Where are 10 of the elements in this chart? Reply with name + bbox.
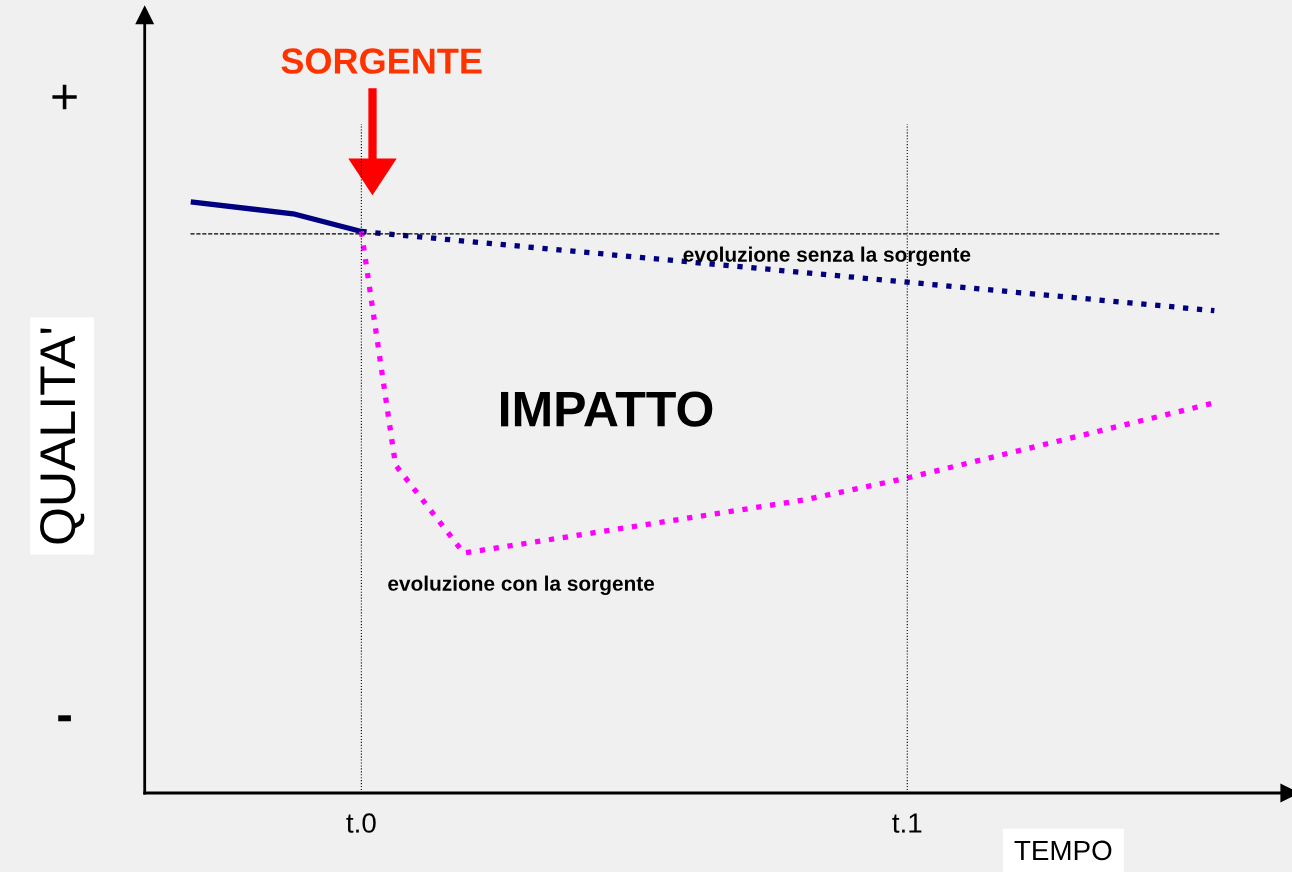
text: SORGENTE — [281, 48, 482, 74]
x-tick-label: t.0 — [346, 813, 376, 833]
annotation: IMPATTO — [501, 391, 713, 427]
y-axis-title: QUALITA' — [40, 328, 85, 544]
text: - — [58, 715, 71, 722]
series-label: evoluzione con la sorgente — [388, 575, 655, 596]
x-axis-title: TEMPO — [1014, 840, 1112, 861]
text: + — [52, 84, 77, 110]
series-label: evoluzione senza la sorgente — [683, 246, 971, 267]
x-tick-label: t.1 — [892, 813, 922, 833]
